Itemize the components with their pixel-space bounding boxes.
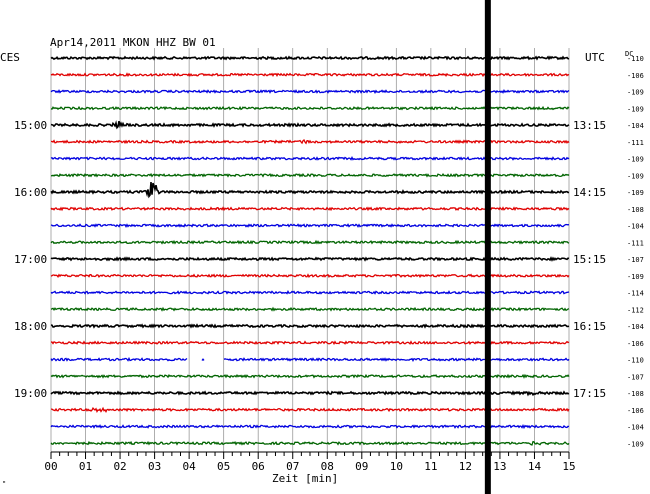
right-hour-label: 13:15: [573, 119, 606, 132]
seismic-trace: [50, 306, 570, 312]
left-hour-label: 18:00: [14, 320, 47, 333]
seismic-trace: [50, 156, 570, 161]
dc-offset-value: -109: [627, 89, 644, 97]
dc-offset-value: -108: [627, 390, 644, 398]
right-hour-label: 16:15: [573, 320, 606, 333]
x-axis: 00 01 02 03 04 05 06 07 08 09 10 11 12 13 14 15: [44, 451, 576, 473]
x-tick-label: 07: [286, 460, 299, 473]
seismic-trace: [50, 440, 570, 446]
dc-offset-value: -111: [627, 239, 644, 247]
right-hour-label: 14:15: [573, 186, 606, 199]
seismic-trace: [50, 105, 570, 111]
left-hour-label: 19:00: [14, 387, 47, 400]
x-tick-label: 04: [183, 460, 197, 473]
x-tick-label: 11: [424, 460, 437, 473]
dc-offset-value: -107: [627, 373, 644, 381]
seismic-trace: [50, 390, 570, 397]
dc-offset-value: -111: [627, 139, 644, 147]
x-tick-label: 00: [44, 460, 57, 473]
dc-offset-value: -112: [627, 306, 644, 314]
seismic-trace: [50, 423, 570, 430]
dc-offset-value: -106: [627, 340, 644, 348]
left-timezone-label: CES: [0, 51, 20, 64]
dc-offset-value: -110: [627, 55, 644, 63]
dc-offset-value: -107: [627, 256, 644, 264]
left-hour-label: 16:00: [14, 186, 47, 199]
dc-offset-value: -106: [627, 407, 644, 415]
left-hour-label: 17:00: [14, 253, 47, 266]
seismic-trace: [50, 181, 570, 199]
seismic-trace: [50, 120, 570, 130]
seismic-trace: [50, 289, 570, 295]
right-hour-label: 17:15: [573, 387, 606, 400]
dc-offset-value: -104: [627, 323, 644, 331]
x-tick-label: 13: [493, 460, 506, 473]
corner-mark: ": [2, 480, 6, 488]
hour-label-group: -110 -106 -109 -109 15:00 13:15 -104 -111 -109 -1…: [14, 55, 644, 448]
seismic-trace: [50, 406, 570, 413]
seismic-trace: [50, 256, 570, 262]
x-tick-label: 06: [252, 460, 265, 473]
time-marker-bar: [484, 0, 491, 494]
dc-offset-header: DC: [625, 50, 633, 58]
dc-offset-value: -109: [627, 105, 644, 113]
dc-offset-value: -109: [627, 273, 644, 281]
dc-offset-value: -109: [627, 189, 644, 197]
x-tick-label: 09: [355, 460, 368, 473]
seismic-trace: [50, 239, 570, 245]
x-tick-label: 10: [390, 460, 403, 473]
seismic-trace: [50, 172, 570, 178]
right-timezone-label: UTC: [585, 51, 605, 64]
dc-offset-value: -110: [627, 357, 644, 365]
seismic-trace: [50, 206, 570, 212]
dc-offset-value: -106: [627, 72, 644, 80]
x-tick-label: 03: [148, 460, 161, 473]
minute-grid: [50, 48, 570, 452]
x-tick-label: 14: [528, 460, 542, 473]
seismic-trace: [50, 72, 570, 78]
x-tick-label: 08: [321, 460, 334, 473]
right-hour-label: 15:15: [573, 253, 606, 266]
seismic-trace: [50, 223, 570, 228]
dc-offset-value: -109: [627, 156, 644, 164]
plot-title: Apr14,2011 MKON HHZ BW 01: [50, 36, 216, 49]
seismic-trace: [50, 273, 570, 279]
dc-offset-value: -104: [627, 122, 644, 130]
dc-offset-value: -109: [627, 440, 644, 448]
seismic-trace: [50, 139, 570, 145]
seismic-trace: [50, 340, 570, 346]
dc-offset-value: -104: [627, 424, 644, 432]
dc-offset-value: -109: [627, 172, 644, 180]
trace-group: [50, 55, 570, 446]
x-axis-label: Zeit [min]: [272, 472, 338, 485]
seismic-trace: [50, 323, 570, 329]
dc-offset-value: -108: [627, 206, 644, 214]
time-marker: [484, 0, 491, 494]
x-tick-label: 12: [459, 460, 472, 473]
left-hour-label: 15:00: [14, 119, 47, 132]
dc-offset-value: -104: [627, 223, 644, 231]
seismic-trace: [50, 55, 570, 61]
x-tick-label: 01: [79, 460, 92, 473]
x-tick-label: 02: [113, 460, 126, 473]
seismic-trace: [50, 356, 570, 362]
x-tick-label: 05: [217, 460, 230, 473]
x-tick-label: 15: [562, 460, 575, 473]
dc-offset-value: -114: [627, 290, 644, 298]
seismic-trace: [50, 373, 570, 379]
seismic-trace: [50, 89, 570, 94]
